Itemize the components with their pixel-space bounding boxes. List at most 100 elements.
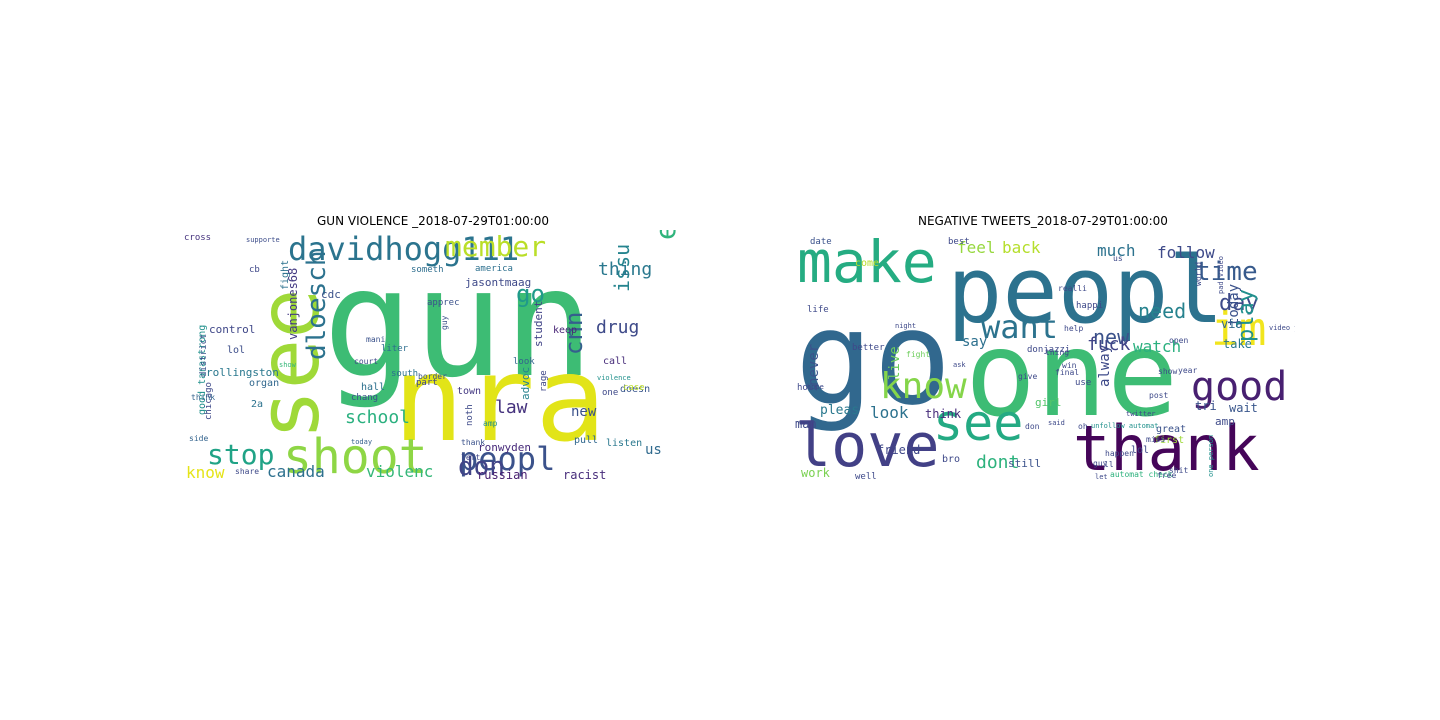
word-fight: fight — [280, 260, 291, 290]
word-call: call — [603, 356, 627, 367]
word-shit: shit — [1169, 466, 1188, 475]
word-one: one — [965, 305, 1178, 443]
word-realli: realli — [1058, 284, 1087, 293]
word-make: make — [797, 230, 937, 296]
word-hall: hall — [361, 382, 385, 393]
word-russian: russian — [477, 468, 528, 480]
word-violence: violence — [597, 374, 631, 382]
word-rage: rage — [539, 370, 549, 392]
word-via: via — [1221, 317, 1243, 331]
word-well: well — [855, 472, 877, 480]
word-im: im — [1211, 302, 1266, 356]
word-thank: thank — [461, 438, 485, 447]
word-come: come — [855, 258, 879, 269]
word-cross: cross — [184, 233, 211, 243]
word-control: control — [209, 323, 255, 336]
word-twitter: twitter — [1126, 410, 1156, 418]
word-liter: liter — [381, 344, 409, 354]
word-great: great — [1156, 424, 1186, 435]
word-know: know — [880, 366, 967, 407]
word-win: win — [1062, 361, 1077, 370]
word-new: new — [1093, 325, 1130, 349]
word-noth: noth — [465, 404, 475, 426]
word-today: today — [1226, 284, 1242, 326]
word-one-person: one person — [1207, 435, 1215, 477]
word-gun: gun — [323, 237, 594, 411]
word-thing: thing — [598, 259, 652, 280]
word-say: say — [962, 334, 987, 350]
word-miss: miss — [1146, 435, 1165, 444]
word-court: court — [354, 357, 378, 366]
word-automat-check: automat check — [1110, 470, 1173, 479]
word-take: take — [1223, 337, 1252, 351]
word-help: help — [1064, 324, 1083, 333]
word-much: much — [1097, 241, 1136, 260]
word-someth: someth — [411, 265, 444, 275]
word-need: need — [1138, 299, 1186, 323]
word-look: look — [513, 357, 535, 367]
word-lol: lol — [227, 345, 245, 356]
word-final: final — [1055, 368, 1079, 377]
word-fuck: fuck — [1087, 334, 1131, 355]
word-school: school — [345, 407, 410, 428]
left-panel-title: GUN VIOLENCE _2018-07-29T01:00:00 — [317, 214, 550, 228]
word-ask: ask — [953, 361, 966, 369]
word-vanjones68: vanjones68 — [286, 268, 300, 340]
word-america: america — [475, 264, 513, 274]
word-us: us — [645, 442, 662, 458]
word-pull: pull — [574, 435, 598, 446]
word-follow: follow — [1157, 243, 1215, 262]
word-open: open — [1169, 336, 1188, 345]
word-said: said — [1048, 419, 1065, 427]
word-cb: cb — [249, 265, 260, 275]
word-don: don — [458, 452, 505, 480]
word-mani: mani — [366, 335, 385, 344]
word-hope: hope — [807, 383, 824, 391]
word-supporte: supporte — [246, 236, 280, 244]
word-use: use — [1075, 378, 1091, 388]
word-think: think — [191, 393, 215, 402]
word-apprec: apprec — [427, 298, 460, 308]
word-post: post — [1149, 391, 1168, 400]
word-free: free — [1157, 471, 1176, 480]
word-better: better — [852, 343, 885, 353]
word-want: want — [981, 308, 1058, 346]
word-go: go — [516, 280, 545, 308]
word-bro: bro — [942, 454, 960, 465]
word-video-youtub: video youtub — [1269, 324, 1295, 332]
word-best: best — [948, 237, 970, 247]
word-thank: thank — [1073, 412, 1260, 480]
word-think: think — [925, 407, 962, 421]
word-advoc: advoc — [519, 367, 532, 400]
word-side: side — [189, 434, 208, 443]
word-chicago: chicago — [204, 382, 214, 420]
word-oh: oh — [1078, 422, 1088, 431]
word-peopl: peopl — [947, 237, 1224, 344]
word-today: today — [351, 438, 372, 446]
word-part: part — [416, 378, 438, 388]
word-amp: amp — [1215, 415, 1235, 428]
word-student: student — [532, 301, 545, 347]
word-date: date — [810, 237, 832, 247]
word-time: time — [1195, 257, 1258, 287]
word-davidhogg111: davidhogg111 — [288, 230, 519, 268]
word-wait: wait — [1229, 401, 1258, 415]
word-member: member — [445, 230, 546, 263]
word-live: live — [887, 346, 903, 380]
word-let: let — [1095, 473, 1108, 480]
word-feel: feel — [957, 238, 996, 257]
word-play: play — [1234, 289, 1259, 342]
word-dloesch: dloesch — [302, 250, 332, 360]
word-chang: chang — [351, 393, 378, 403]
word-racist: racist — [563, 468, 606, 480]
word-keep: keep — [553, 325, 577, 336]
word-give: give — [1018, 372, 1037, 381]
word-pad-video: pad video — [1217, 256, 1225, 294]
word-law: law — [495, 397, 528, 418]
word-day: day — [1219, 291, 1259, 316]
word-rollingston: rollingston — [206, 366, 279, 379]
right-panel-title: NEGATIVE TWEETS_2018-07-29T01:00:00 — [918, 214, 1168, 228]
word-love: love — [795, 411, 940, 480]
